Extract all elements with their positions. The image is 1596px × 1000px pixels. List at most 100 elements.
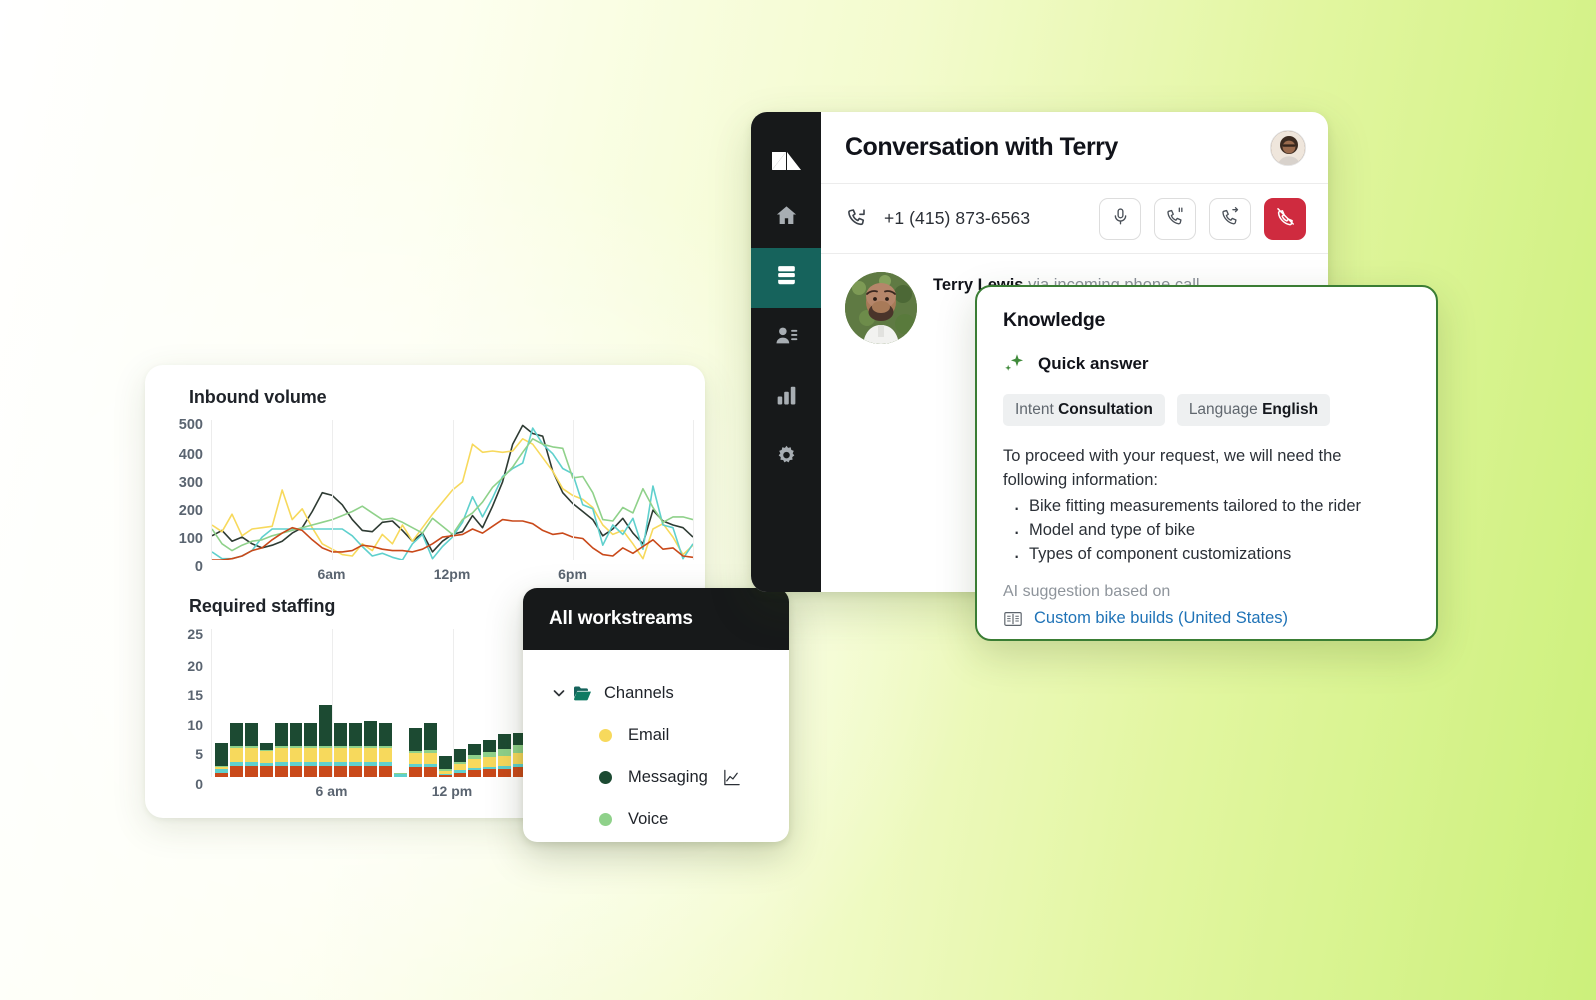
incoming-call-icon — [845, 206, 871, 232]
bar-segment-messaging — [319, 762, 333, 766]
bar-segment-other — [334, 723, 348, 747]
gridline — [452, 629, 454, 777]
sidebar-item-settings[interactable] — [751, 428, 821, 488]
bar-segment-voice — [513, 767, 527, 777]
bar-segment-voice — [215, 772, 228, 777]
workstream-items: Email Messaging Voice — [523, 714, 789, 840]
bar-segment-voice-alt — [334, 746, 348, 748]
bar-segment-other — [483, 739, 497, 752]
sidebar-item-home[interactable] — [751, 188, 821, 248]
workstreams-title: All workstreams — [549, 608, 693, 629]
knowledge-source-link[interactable]: Custom bike builds (United States) — [1034, 609, 1289, 628]
bar-segment-voice-alt — [319, 746, 333, 748]
end-call-button[interactable] — [1264, 197, 1306, 240]
bar-segment-email — [468, 759, 482, 769]
knowledge-bullet: Bike fitting measurements tailored to th… — [1003, 492, 1410, 524]
ai-suggestion-note: AI suggestion based on — [1003, 582, 1171, 600]
gridline — [332, 629, 334, 777]
workstream-group-label: Channels — [604, 683, 674, 702]
bar-segment-messaging — [289, 762, 303, 766]
axis-tick: 6pm — [558, 566, 587, 582]
bar-segment-other — [319, 704, 333, 747]
staffing-bar — [244, 723, 258, 777]
contacts-icon — [774, 323, 799, 353]
transfer-button[interactable] — [1209, 197, 1251, 240]
bar-segment-other — [408, 728, 422, 751]
bar-segment-voice — [319, 765, 333, 777]
knowledge-bullet: Model and type of bike — [1003, 516, 1410, 548]
legend-dot-icon — [599, 728, 612, 742]
bar-segment-email — [364, 747, 377, 763]
bar-segment-voice — [244, 765, 258, 777]
bar-segment-voice — [378, 765, 392, 777]
bar-segment-messaging — [304, 762, 318, 766]
bar-segment-other — [274, 723, 288, 747]
customer-avatar — [845, 272, 917, 344]
badge-label: Language — [1188, 401, 1263, 418]
gridline — [332, 420, 334, 560]
chevron-down-icon[interactable] — [551, 685, 573, 701]
staffing-y-axis: 25 20 15 10 5 0 — [187, 626, 203, 792]
knowledge-source-row[interactable]: Custom bike builds (United States) — [1003, 609, 1410, 629]
gridline — [572, 420, 574, 560]
knowledge-badges: Intent Consultation Language English — [1003, 394, 1410, 426]
bar-segment-other — [289, 723, 303, 747]
bar-segment-voice — [349, 765, 363, 777]
bar-segment-voice-alt — [244, 746, 258, 748]
bar-segment-email — [289, 747, 303, 763]
bar-segment-other — [378, 723, 392, 747]
quick-answer-row: Quick answer — [1003, 352, 1410, 375]
bar-segment-voice — [423, 767, 437, 777]
knowledge-bullet: Types of component customizations — [1003, 540, 1410, 572]
bar-segment-voice-alt — [378, 746, 392, 748]
bar-segment-messaging — [438, 773, 452, 775]
bar-segment-other — [468, 743, 482, 755]
sidebar-item-contacts[interactable] — [751, 308, 821, 368]
bar-segment-other — [423, 722, 437, 751]
bar-segment-voice — [453, 772, 467, 777]
bar-segment-messaging — [423, 764, 437, 768]
bar-segment-email — [215, 766, 228, 770]
bar-segment-other — [259, 742, 273, 751]
bar-segment-other — [364, 721, 377, 747]
zendesk-logo-icon[interactable] — [751, 134, 821, 188]
bar-segment-messaging — [453, 770, 467, 773]
workstream-group-channels[interactable]: Channels — [523, 672, 789, 714]
agent-avatar[interactable] — [1270, 129, 1306, 166]
sidebar-item-inbox[interactable] — [751, 248, 821, 308]
staffing-bar — [274, 723, 288, 777]
staffing-bar — [453, 749, 467, 777]
workstream-item-label: Email — [628, 725, 670, 744]
sidebar-item-reports[interactable] — [751, 368, 821, 428]
staffing-bar — [513, 732, 527, 777]
bar-segment-voice — [364, 765, 377, 777]
inbound-x-axis: 6am 12pm 6pm — [211, 560, 693, 586]
staffing-bar — [468, 743, 482, 777]
workstream-item-voice[interactable]: Voice — [523, 798, 789, 840]
bar-segment-email — [483, 757, 497, 768]
bar-segment-messaging — [259, 763, 273, 767]
workstreams-body: Channels Email Messaging Voice — [523, 650, 789, 840]
required-staffing-title: Required staffing — [189, 596, 336, 616]
phone-forward-icon — [1220, 206, 1240, 231]
workstream-item-email[interactable]: Email — [523, 714, 789, 756]
bar-segment-voice-alt — [393, 772, 407, 774]
bar-segment-other — [304, 723, 318, 747]
staffing-bar — [364, 721, 377, 777]
axis-tick: 12 pm — [431, 783, 473, 799]
axis-tick: 6 am — [315, 783, 348, 799]
hold-button[interactable] — [1154, 197, 1196, 240]
line-chart-icon[interactable] — [722, 768, 741, 787]
staffing-bar — [319, 704, 333, 777]
staffing-bar — [349, 723, 363, 777]
bar-segment-voice — [289, 765, 303, 777]
bar-segment-messaging — [513, 764, 527, 768]
gear-icon — [774, 443, 799, 473]
knowledge-body: To proceed with your request, we will ne… — [1003, 445, 1410, 572]
mute-button[interactable] — [1099, 197, 1141, 240]
workstream-item-messaging[interactable]: Messaging — [523, 756, 789, 798]
home-icon — [774, 203, 799, 233]
bar-segment-voice-alt — [423, 750, 437, 753]
phone-pause-icon — [1165, 206, 1185, 231]
staffing-bar — [304, 723, 318, 777]
